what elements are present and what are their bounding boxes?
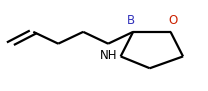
Text: B: B [127,14,135,27]
Text: NH: NH [99,49,117,62]
Text: O: O [168,14,177,27]
